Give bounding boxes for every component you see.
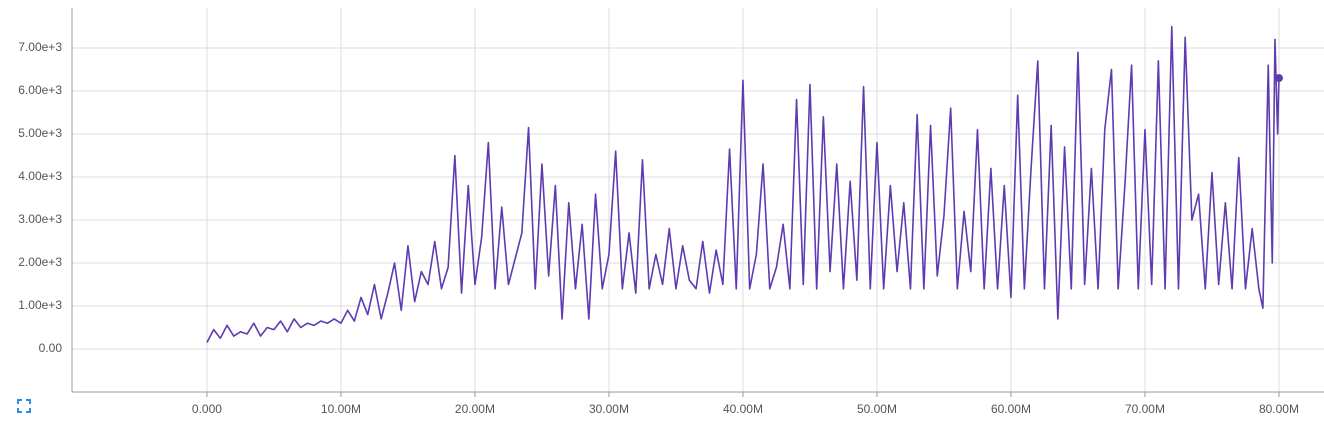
x-tick-label: 70.00M [1125, 402, 1165, 416]
y-tick-label: 2.00e+3 [18, 255, 62, 269]
x-tick-label: 0.000 [192, 402, 222, 416]
fit-icon[interactable] [17, 399, 31, 413]
x-tick-label: 80.00M [1259, 402, 1299, 416]
last-point [1274, 74, 1283, 83]
x-tick-label: 50.00M [857, 402, 897, 416]
y-tick-label: 4.00e+3 [18, 169, 62, 183]
y-tick-label: 5.00e+3 [18, 126, 62, 140]
x-tick-label: 30.00M [589, 402, 629, 416]
x-tick-label: 60.00M [991, 402, 1031, 416]
line [206, 25, 1280, 343]
x-tick-label: 40.00M [723, 402, 763, 416]
fit-icon-path [17, 399, 31, 413]
y-tick-label: 3.00e+3 [18, 212, 62, 226]
y-tick-label: 1.00e+3 [18, 298, 62, 312]
y-tick-label: 7.00e+3 [18, 40, 62, 54]
y-tick-label: 0.00 [39, 341, 63, 355]
y-tick-label: 6.00e+3 [18, 83, 62, 97]
x-tick-label: 10.00M [321, 402, 361, 416]
x-tick-label: 20.00M [455, 402, 495, 416]
